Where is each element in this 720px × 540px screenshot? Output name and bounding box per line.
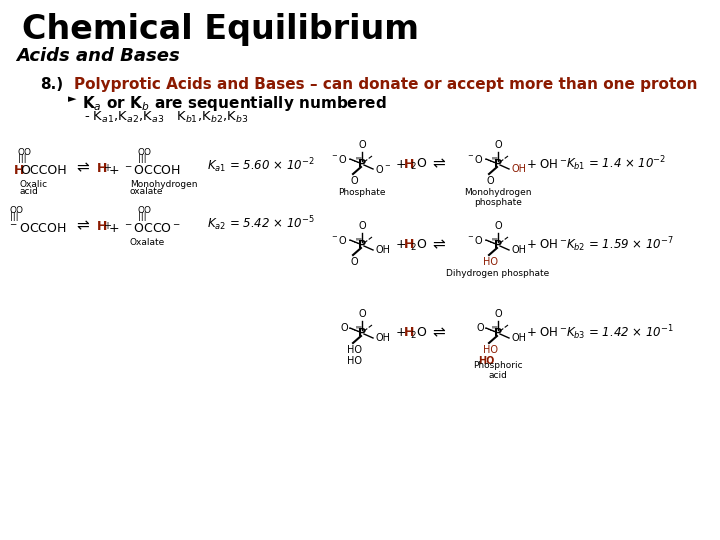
Text: P: P bbox=[358, 240, 366, 250]
Text: + $^-$OCCOH: + $^-$OCCOH bbox=[108, 164, 181, 177]
Text: acid: acid bbox=[19, 187, 38, 196]
Text: P: P bbox=[494, 328, 502, 338]
Text: O: O bbox=[486, 176, 494, 186]
Text: O$^-$: O$^-$ bbox=[375, 163, 391, 175]
Text: Phosphoric
acid: Phosphoric acid bbox=[473, 361, 523, 380]
Text: ⇌: ⇌ bbox=[432, 157, 445, 172]
Text: HO: HO bbox=[346, 356, 361, 366]
Text: P: P bbox=[494, 240, 502, 250]
Text: O: O bbox=[477, 323, 484, 333]
Text: O: O bbox=[341, 323, 348, 333]
Text: + OH$^-$: + OH$^-$ bbox=[526, 158, 567, 171]
Text: ⇌: ⇌ bbox=[76, 218, 89, 233]
Text: + $^-$OCCO$^-$: + $^-$OCCO$^-$ bbox=[108, 222, 181, 235]
Text: H: H bbox=[404, 239, 415, 252]
Text: $^-$O: $^-$O bbox=[466, 153, 484, 165]
Text: OCCOH: OCCOH bbox=[20, 164, 67, 177]
Text: + OH$^-$: + OH$^-$ bbox=[526, 327, 567, 340]
Text: O: O bbox=[494, 309, 502, 319]
Text: $K_{b2}$ = 1.59 × 10$^{-7}$: $K_{b2}$ = 1.59 × 10$^{-7}$ bbox=[566, 235, 674, 254]
Text: HO: HO bbox=[478, 356, 494, 366]
Text: H: H bbox=[97, 162, 107, 175]
Text: |||: ||| bbox=[18, 154, 27, 163]
Text: ||: || bbox=[491, 236, 497, 240]
Text: + OH$^-$: + OH$^-$ bbox=[526, 239, 567, 252]
Text: ||: || bbox=[491, 324, 497, 328]
Text: |||: ||| bbox=[138, 154, 147, 163]
Text: HO: HO bbox=[346, 345, 361, 355]
Text: H: H bbox=[404, 327, 415, 340]
Text: OH: OH bbox=[511, 245, 526, 255]
Text: Chemical Equilibrium: Chemical Equilibrium bbox=[22, 13, 419, 46]
Text: H: H bbox=[14, 164, 24, 177]
Text: OO: OO bbox=[18, 148, 32, 157]
Text: HO: HO bbox=[482, 257, 498, 267]
Text: Monohydrogen
phosphate: Monohydrogen phosphate bbox=[464, 188, 532, 207]
Text: $^-$O: $^-$O bbox=[330, 153, 348, 165]
Text: |||: ||| bbox=[10, 212, 19, 221]
Text: ||: || bbox=[491, 155, 497, 159]
Text: O: O bbox=[358, 309, 366, 319]
Text: $K_{a2}$ = 5.42 × 10$^{-5}$: $K_{a2}$ = 5.42 × 10$^{-5}$ bbox=[207, 214, 315, 233]
Text: OO: OO bbox=[138, 148, 152, 157]
Text: O: O bbox=[350, 176, 358, 186]
Text: OO: OO bbox=[138, 206, 152, 215]
Text: O: O bbox=[494, 221, 502, 231]
Text: Monohydrogen: Monohydrogen bbox=[130, 180, 197, 189]
Text: ||: || bbox=[355, 236, 361, 240]
Text: $^-$O: $^-$O bbox=[330, 234, 348, 246]
Text: P: P bbox=[358, 328, 366, 338]
Text: O: O bbox=[358, 221, 366, 231]
Text: Polyprotic Acids and Bases – can donate or accept more than one proton: Polyprotic Acids and Bases – can donate … bbox=[74, 77, 698, 92]
Text: OH: OH bbox=[511, 333, 526, 343]
Text: OO: OO bbox=[10, 206, 24, 215]
Text: ⇌: ⇌ bbox=[432, 326, 445, 341]
Text: $_2$O: $_2$O bbox=[410, 238, 427, 253]
Text: Oxalic: Oxalic bbox=[19, 180, 47, 189]
Text: Oxalate: Oxalate bbox=[130, 238, 166, 247]
Text: ⇌: ⇌ bbox=[76, 160, 89, 175]
Text: 8.): 8.) bbox=[40, 77, 63, 92]
Text: P: P bbox=[358, 159, 366, 169]
Text: - K$_{a1}$,K$_{a2}$,K$_{a3}$   K$_{b1}$,K$_{b2}$,K$_{b3}$: - K$_{a1}$,K$_{a2}$,K$_{a3}$ K$_{b1}$,K$… bbox=[84, 110, 248, 125]
Text: P: P bbox=[494, 159, 502, 169]
Text: $K_{a1}$ = 5.60 × 10$^{-2}$: $K_{a1}$ = 5.60 × 10$^{-2}$ bbox=[207, 156, 315, 175]
Text: H: H bbox=[404, 158, 415, 171]
Text: ►: ► bbox=[68, 94, 76, 104]
Text: $K_{b3}$ = 1.42 × 10$^{-1}$: $K_{b3}$ = 1.42 × 10$^{-1}$ bbox=[566, 323, 674, 342]
Text: +: + bbox=[103, 221, 111, 231]
Text: $_2$O: $_2$O bbox=[410, 157, 427, 172]
Text: HO: HO bbox=[482, 345, 498, 355]
Text: ||: || bbox=[355, 155, 361, 159]
Text: ||: || bbox=[355, 324, 361, 328]
Text: O: O bbox=[358, 140, 366, 150]
Text: OH: OH bbox=[375, 245, 390, 255]
Text: +: + bbox=[396, 327, 407, 340]
Text: H: H bbox=[97, 220, 107, 233]
Text: ⇌: ⇌ bbox=[432, 238, 445, 253]
Text: oxalate: oxalate bbox=[130, 187, 163, 196]
Text: Phosphate: Phosphate bbox=[338, 188, 386, 197]
Text: +: + bbox=[103, 163, 111, 173]
Text: OH: OH bbox=[375, 333, 390, 343]
Text: OH: OH bbox=[511, 164, 526, 174]
Text: O: O bbox=[494, 140, 502, 150]
Text: K$_a$ or K$_b$ are sequentially numbered: K$_a$ or K$_b$ are sequentially numbered bbox=[82, 94, 387, 113]
Text: $^-$O: $^-$O bbox=[466, 234, 484, 246]
Text: O: O bbox=[350, 257, 358, 267]
Text: +: + bbox=[396, 239, 407, 252]
Text: $_2$O: $_2$O bbox=[410, 326, 427, 341]
Text: $^-$OCCOH: $^-$OCCOH bbox=[8, 222, 66, 235]
Text: Acids and Bases: Acids and Bases bbox=[16, 47, 180, 65]
Text: +: + bbox=[396, 158, 407, 171]
Text: |||: ||| bbox=[138, 212, 147, 221]
Text: Dihydrogen phosphate: Dihydrogen phosphate bbox=[446, 269, 549, 278]
Text: $K_{b1}$ = 1.4 × 10$^{-2}$: $K_{b1}$ = 1.4 × 10$^{-2}$ bbox=[566, 154, 666, 173]
